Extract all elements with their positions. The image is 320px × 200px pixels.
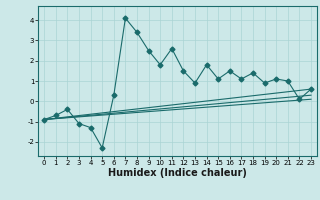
X-axis label: Humidex (Indice chaleur): Humidex (Indice chaleur) [108,168,247,178]
